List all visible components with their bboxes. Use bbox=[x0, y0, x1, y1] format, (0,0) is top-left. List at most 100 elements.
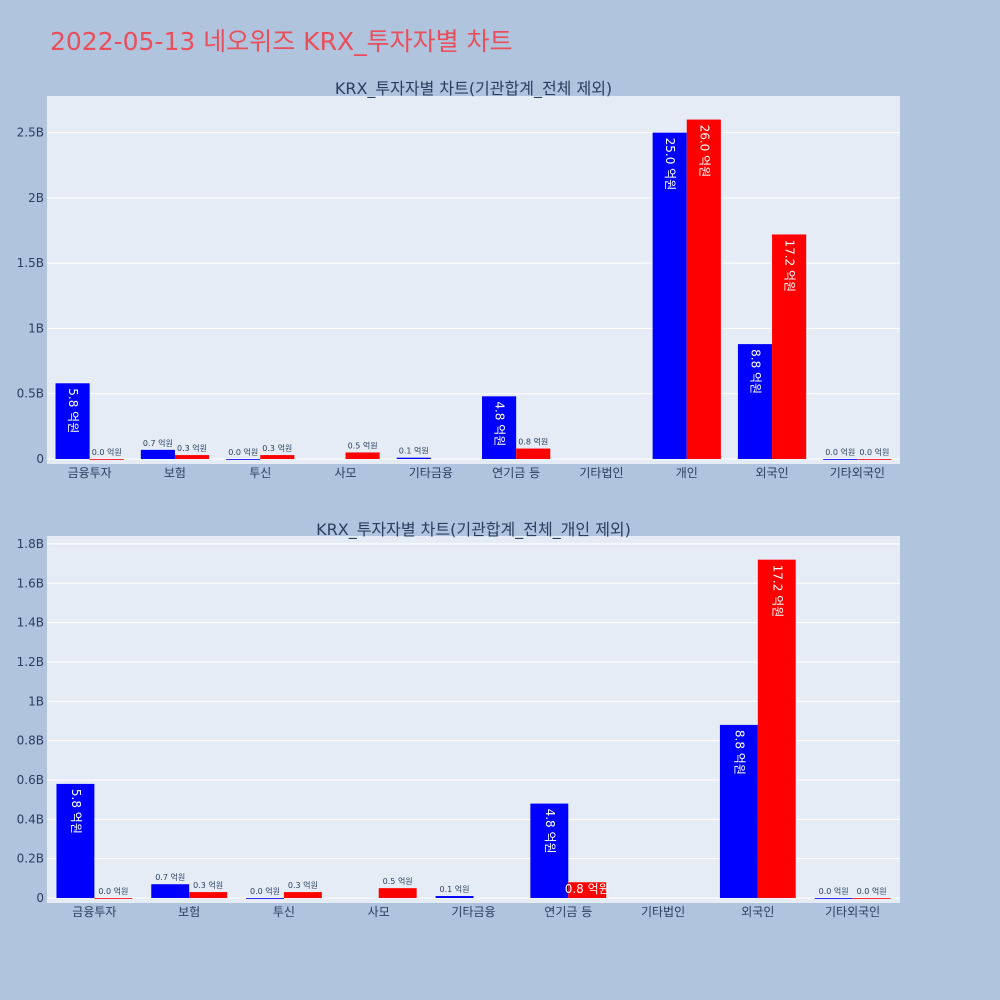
y-tick-label: 1.4B bbox=[17, 616, 44, 630]
bar-value-label: 25.0 억원 bbox=[663, 138, 677, 191]
chart-title: KRX_투자자별 차트(기관합계_전체 제외) bbox=[335, 79, 612, 99]
sell-bar bbox=[345, 452, 380, 459]
buy-bar bbox=[823, 459, 858, 460]
bar-value-label: 0.7 억원 bbox=[155, 872, 185, 882]
sell-bar bbox=[283, 892, 322, 898]
x-tick-label: 기타법인 bbox=[579, 466, 623, 480]
buy-bar bbox=[737, 344, 773, 459]
bar-value-label: 0.3 억원 bbox=[288, 880, 318, 890]
sell-bar bbox=[757, 559, 796, 898]
sell-bar bbox=[772, 234, 807, 459]
x-tick-label: 외국인 bbox=[741, 905, 774, 919]
sell-bar bbox=[94, 898, 133, 899]
bar-value-label: 0.0 억원 bbox=[825, 447, 855, 457]
bar-value-label: 26.0 억원 bbox=[697, 125, 711, 178]
bar-value-label: 17.2 억원 bbox=[770, 565, 784, 618]
x-tick-label: 투신 bbox=[249, 466, 271, 480]
bar-value-label: 0.1 억원 bbox=[440, 884, 470, 894]
y-tick-label: 2.5B bbox=[17, 126, 44, 140]
bar-value-label: 5.8 억원 bbox=[69, 789, 83, 834]
buy-bar bbox=[530, 803, 569, 898]
bar-value-label: 0.0 억원 bbox=[250, 886, 280, 896]
buy-bar bbox=[151, 884, 190, 898]
sell-bar bbox=[260, 455, 295, 459]
y-tick-label: 1.6B bbox=[17, 576, 44, 590]
bar-value-label: 0.5 억원 bbox=[383, 876, 413, 886]
y-tick-label: 0.8B bbox=[17, 734, 44, 748]
buy-bar bbox=[396, 457, 431, 459]
x-tick-label: 투신 bbox=[273, 905, 295, 919]
y-tick-label: 0.4B bbox=[17, 812, 44, 826]
buy-bar bbox=[435, 896, 474, 898]
buy-bar bbox=[55, 383, 90, 459]
bar-value-label: 0.0 억원 bbox=[859, 447, 889, 457]
sell-bar bbox=[189, 892, 228, 898]
bar-value-label: 0.3 억원 bbox=[177, 443, 207, 453]
sell-bar bbox=[568, 882, 607, 898]
y-tick-label: 0.2B bbox=[17, 852, 44, 866]
x-tick-label: 기타금융 bbox=[451, 905, 495, 919]
bar-value-label: 8.8 억원 bbox=[732, 730, 746, 775]
x-tick-label: 기타외국인 bbox=[825, 905, 880, 919]
buy-bar bbox=[719, 724, 758, 898]
sell-bar bbox=[516, 448, 551, 459]
sell-bar bbox=[378, 888, 417, 898]
y-tick-label: 0.5B bbox=[17, 387, 44, 401]
y-tick-label: 0 bbox=[36, 452, 44, 466]
y-tick-label: 1.5B bbox=[17, 256, 44, 270]
bar-value-label: 0.0 억원 bbox=[92, 447, 122, 457]
bar-value-label: 0.1 억원 bbox=[399, 446, 429, 456]
y-tick-label: 0 bbox=[36, 891, 44, 905]
bar-value-label: 8.8 억원 bbox=[748, 349, 762, 394]
x-tick-label: 개인 bbox=[676, 466, 698, 480]
y-tick-label: 1B bbox=[28, 321, 44, 335]
chart-title: KRX_투자자별 차트(기관합계_전체_개인 제외) bbox=[316, 520, 631, 540]
bar-value-label: 5.8 억원 bbox=[66, 388, 80, 433]
x-tick-label: 금융투자 bbox=[68, 466, 112, 480]
bar-value-label: 0.0 억원 bbox=[98, 886, 128, 896]
y-tick-label: 1.8B bbox=[17, 537, 44, 551]
x-tick-label: 기타법인 bbox=[641, 905, 685, 919]
y-tick-label: 1B bbox=[28, 694, 44, 708]
page-title: 2022-05-13 네오위즈 KRX_투자자별 차트 bbox=[50, 27, 513, 56]
buy-bar bbox=[226, 459, 261, 460]
x-tick-label: 금융투자 bbox=[72, 905, 116, 919]
bar-value-label: 0.0 억원 bbox=[228, 447, 258, 457]
x-tick-label: 연기금 등 bbox=[544, 905, 592, 919]
y-tick-label: 2B bbox=[28, 191, 44, 205]
x-tick-label: 연기금 등 bbox=[492, 466, 540, 480]
bar-value-label: 17.2 억원 bbox=[783, 239, 797, 292]
bar-value-label: 4.8 억원 bbox=[493, 401, 507, 446]
buy-bar bbox=[814, 898, 853, 899]
x-tick-label: 기타외국인 bbox=[830, 466, 885, 480]
buy-bar bbox=[56, 783, 95, 898]
bar-value-label: 0.0 억원 bbox=[857, 886, 887, 896]
sell-bar bbox=[686, 119, 721, 459]
y-tick-label: 0.6B bbox=[17, 773, 44, 787]
bar-value-label: 0.0 억원 bbox=[819, 886, 849, 896]
chart-2: KRX_투자자별 차트(기관합계_전체_개인 제외) 0 0.2B 0.4B 0.6B 0… bbox=[17, 520, 900, 919]
x-tick-label: 기타금융 bbox=[409, 466, 453, 480]
bar-value-label: 0.3 억원 bbox=[262, 443, 292, 453]
buy-bar bbox=[652, 132, 687, 460]
bar-value-label: 0.7 억원 bbox=[143, 438, 173, 448]
bar-value-label: 0.8 억원 bbox=[518, 437, 548, 447]
bar-value-label: 4.8 억원 bbox=[543, 809, 557, 854]
x-tick-label: 보험 bbox=[164, 466, 186, 480]
x-tick-label: 사모 bbox=[368, 905, 390, 919]
x-tick-label: 보험 bbox=[178, 905, 200, 919]
bar-value-label: 0.5 억원 bbox=[348, 440, 378, 450]
bar-value-label: 0.3 억원 bbox=[193, 880, 223, 890]
sell-bar bbox=[174, 455, 210, 459]
sell-bar bbox=[857, 459, 892, 460]
bar-value-label: 0.8 억원 bbox=[565, 882, 610, 896]
x-tick-label: 사모 bbox=[335, 466, 357, 480]
x-tick-label: 외국인 bbox=[755, 466, 788, 480]
buy-bar bbox=[140, 449, 175, 459]
buy-bar bbox=[482, 396, 517, 459]
y-tick-label: 1.2B bbox=[17, 655, 44, 669]
chart-1: KRX_투자자별 차트(기관합계_전체 제외) 0 0.5B 1B 1.5B 2B 2.5B… bbox=[17, 79, 900, 480]
buy-bar bbox=[246, 898, 284, 899]
sell-bar bbox=[89, 459, 124, 460]
